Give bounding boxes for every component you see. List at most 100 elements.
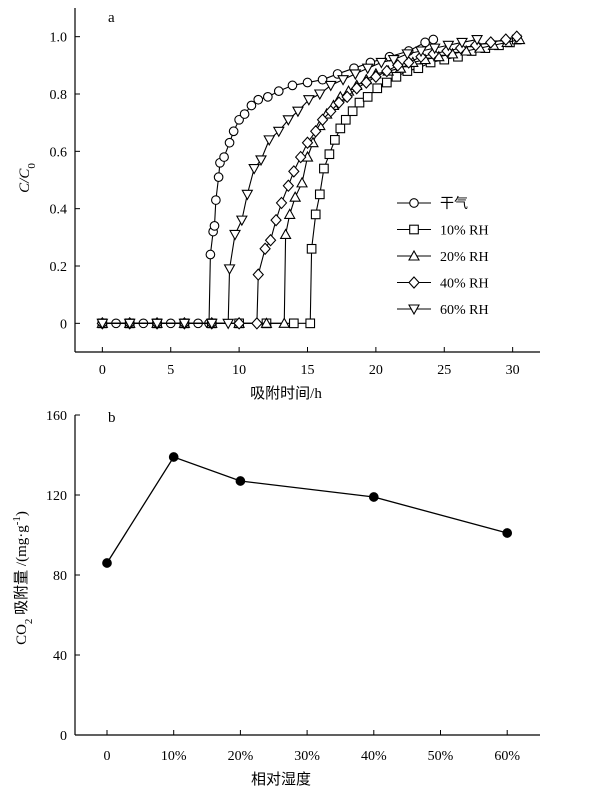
data-point <box>333 96 345 109</box>
data-point <box>252 268 265 281</box>
data-point <box>302 77 313 88</box>
data-point <box>381 77 392 88</box>
x-tick-label: 40% <box>361 749 387 764</box>
data-point <box>310 209 321 220</box>
data-point <box>205 249 216 260</box>
data-point <box>228 126 239 137</box>
data-point <box>301 136 314 150</box>
data-point <box>278 317 291 328</box>
x-tick-label: 0 <box>99 363 106 378</box>
x-tick-label: 50% <box>428 749 454 764</box>
data-point <box>362 92 373 102</box>
data-point <box>178 318 191 330</box>
panel-a-y-ticks: 0 0.2 0.4 0.6 0.8 1.0 <box>50 31 80 332</box>
legend-label: 40% RH <box>440 277 489 292</box>
legend-marker <box>408 304 420 316</box>
y-tick-label: 0.8 <box>50 88 68 103</box>
panel-b-x-ticks: 0 10% 20% 30% 40% 50% 60% <box>104 730 520 764</box>
data-point <box>229 229 241 241</box>
panel-a: a 0 0.2 0.4 0.6 0.8 1.0 0 5 10 15 20 25 30 吸附时间/h C… <box>17 8 540 402</box>
data-point <box>330 135 340 145</box>
y-tick-label: 80 <box>53 569 67 584</box>
data-point <box>317 74 328 85</box>
data-point <box>337 75 349 86</box>
panel-a-tag: a <box>108 10 115 26</box>
data-point <box>340 114 351 125</box>
data-point <box>205 318 218 330</box>
data-point <box>273 86 284 96</box>
data-point <box>391 71 402 82</box>
legend-item: 20% RH <box>397 249 489 265</box>
y-tick-label: 0 <box>60 317 67 332</box>
x-tick-label: 0 <box>104 749 111 764</box>
data-point <box>370 70 382 84</box>
panel-b: b 0 40 80 120 160 0 10% 20% 30% 40% 50% 60% 相对湿度 C… <box>11 409 540 788</box>
data-point <box>313 89 326 101</box>
legend-marker <box>409 198 419 208</box>
legend-label: 20% RH <box>440 250 489 265</box>
data-point <box>255 155 267 167</box>
data-point <box>413 63 424 74</box>
legend-marker <box>408 276 420 289</box>
data-point <box>213 172 224 182</box>
data-point <box>319 163 329 174</box>
data-point <box>511 30 523 43</box>
data-point <box>294 150 307 164</box>
data-point <box>354 97 365 108</box>
data-point <box>502 528 513 538</box>
legend-label: 干气 <box>440 196 468 212</box>
data-point <box>223 264 236 275</box>
y-tick-label: 0 <box>60 729 67 744</box>
data-point <box>375 57 388 69</box>
data-point <box>402 56 415 69</box>
panel-a-y-label: C/C0 <box>17 163 38 193</box>
legend-item: 10% RH <box>397 224 489 239</box>
x-tick-label: 30 <box>506 363 520 378</box>
series-4 <box>96 34 484 330</box>
data-point <box>272 126 285 138</box>
data-point <box>324 149 335 160</box>
data-point <box>324 80 337 92</box>
series-3 <box>96 30 523 330</box>
data-point <box>471 34 484 46</box>
data-point <box>270 213 282 227</box>
data-point <box>259 242 271 256</box>
panel-b-tag: b <box>108 410 116 426</box>
data-point <box>361 63 374 75</box>
panel-b-x-label: 相对湿度 <box>251 771 311 788</box>
legend-label: 10% RH <box>440 224 489 239</box>
panel-a-series <box>96 30 526 330</box>
data-point <box>456 37 468 49</box>
legend-item: 60% RH <box>397 303 489 318</box>
data-point <box>251 317 263 330</box>
data-point <box>306 243 317 254</box>
data-point <box>275 196 288 210</box>
data-point <box>401 49 414 60</box>
x-tick-label: 15 <box>301 363 315 378</box>
data-point <box>209 221 220 231</box>
y-tick-label: 0.6 <box>50 145 68 160</box>
legend-marker <box>409 224 419 235</box>
panel-b-y-label: CO2 吸附量 /(mg·g-1) <box>11 511 35 645</box>
data-point <box>316 113 329 127</box>
data-point <box>260 317 273 328</box>
data-point <box>341 90 353 104</box>
data-point <box>360 76 373 89</box>
data-point <box>387 55 400 66</box>
data-point <box>219 152 229 162</box>
data-point <box>264 233 277 247</box>
data-point <box>239 109 250 119</box>
panel-a-x-ticks: 0 5 10 15 20 25 30 <box>99 347 520 378</box>
y-tick-label: 40 <box>53 649 67 664</box>
data-point <box>500 33 512 46</box>
series-line <box>106 456 508 564</box>
x-tick-label: 30% <box>294 749 320 764</box>
x-tick-label: 60% <box>494 749 520 764</box>
data-point <box>335 123 346 134</box>
data-point <box>241 189 254 201</box>
y-tick-label: 1.0 <box>50 31 68 46</box>
data-point <box>211 195 221 205</box>
data-point <box>233 317 245 330</box>
data-point <box>288 165 300 178</box>
